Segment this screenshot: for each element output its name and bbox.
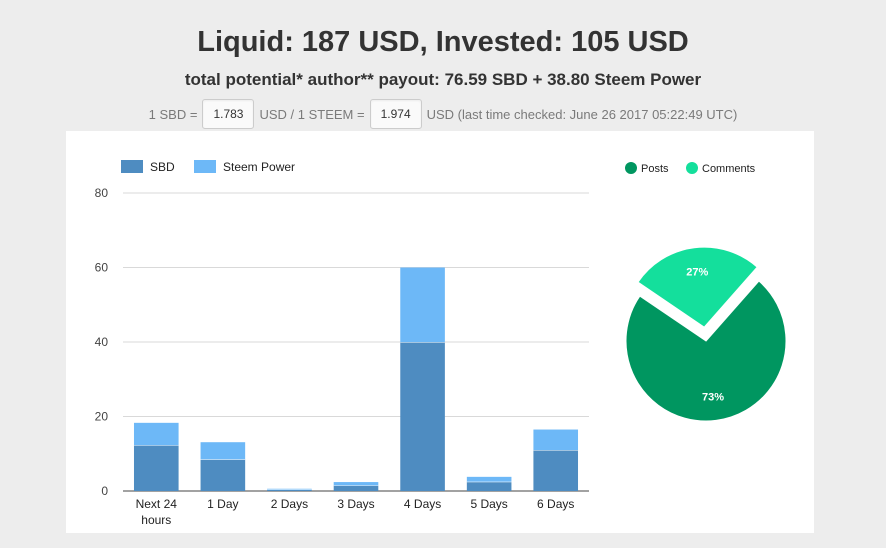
bar-chart-gridlines: [123, 192, 589, 492]
bar-sbd-6-days: [533, 450, 579, 491]
legend-swatch-steem-power: [194, 160, 216, 173]
sbd-rate-label: 1 SBD =: [148, 106, 198, 122]
pie-chart-slices: 73% 27%: [625, 246, 787, 422]
steem-rate-label: USD / 1 STEEM =: [259, 106, 365, 122]
bar-steem-power-next-24-hours: [133, 422, 179, 446]
posts-comments-pie-chart: Posts Comments 73% 27%: [625, 162, 787, 422]
x-tick-label: 1 Day: [207, 497, 238, 511]
bar-steem-power-3-days: [333, 482, 379, 486]
bar-sbd-4-days: [400, 342, 445, 491]
payout-bar-chart: SBD Steem Power 0 20 40 60 80 Next 24 hours 1 …: [95, 160, 589, 527]
charts-panel: SBD Steem Power 0 20 40 60 80 Next 24 hours 1 …: [66, 131, 814, 533]
steem-rate-value: 1.974: [369, 99, 422, 129]
page-title: Liquid: 187 USD, Invested: 105 USD: [197, 26, 689, 58]
bar-chart-x-axis: Next 24 hours 1 Day 2 Days 3 Days 4 Days 5 Day…: [136, 497, 575, 527]
sbd-rate-value: 1.783: [202, 99, 255, 129]
pie-chart-legend: Posts Comments: [625, 162, 756, 175]
bar-steem-power-6-days: [533, 429, 579, 451]
pie-label-posts: 73%: [702, 392, 724, 404]
pie-slice-posts: [625, 280, 787, 422]
y-tick-label: 0: [101, 484, 108, 498]
x-tick-label: 2 Days: [271, 497, 308, 511]
bar-sbd-1-day: [200, 459, 246, 491]
y-tick-label: 60: [95, 261, 109, 275]
legend-dot-comments: [686, 162, 698, 174]
exchange-rates: 1 SBD = 1.783 USD / 1 STEEM = 1.974 USD …: [0, 99, 886, 129]
pie-label-comments: 27%: [686, 267, 708, 279]
bar-steem-power-4-days: [400, 267, 445, 342]
legend-dot-posts: [625, 162, 637, 174]
bar-sbd-5-days: [466, 481, 512, 491]
bar-steem-power-5-days: [466, 476, 512, 482]
legend-label-steem-power: Steem Power: [223, 160, 295, 174]
x-tick-label: 3 Days: [337, 497, 374, 511]
bar-sbd-next-24-hours: [133, 445, 179, 491]
y-tick-label: 40: [95, 335, 109, 349]
y-tick-label: 20: [95, 410, 109, 424]
bar-sbd-3-days: [333, 485, 379, 491]
bar-steem-power-1-day: [200, 442, 246, 460]
last-checked-text: USD (last time checked: June 26 2017 05:…: [426, 106, 738, 122]
x-tick-label: Next 24 hours: [136, 497, 178, 527]
bar-steem-power-2-days: [267, 488, 312, 490]
bar-chart-bars: [133, 267, 579, 491]
bar-chart-legend: SBD Steem Power: [121, 160, 295, 174]
legend-label-posts: Posts: [641, 163, 669, 175]
pie-slice-comments: [637, 246, 758, 328]
x-tick-label: 6 Days: [537, 497, 574, 511]
bar-chart-y-axis: 0 20 40 60 80: [95, 186, 109, 498]
y-tick-label: 80: [95, 186, 109, 200]
legend-swatch-sbd: [121, 160, 143, 173]
bar-sbd-2-days: [267, 489, 312, 491]
x-tick-label: 5 Days: [470, 497, 507, 511]
x-tick-label: 4 Days: [404, 497, 441, 511]
payout-summary: total potential* author** payout: 76.59 …: [184, 70, 702, 89]
legend-label-comments: Comments: [702, 163, 756, 175]
legend-label-sbd: SBD: [150, 160, 175, 174]
